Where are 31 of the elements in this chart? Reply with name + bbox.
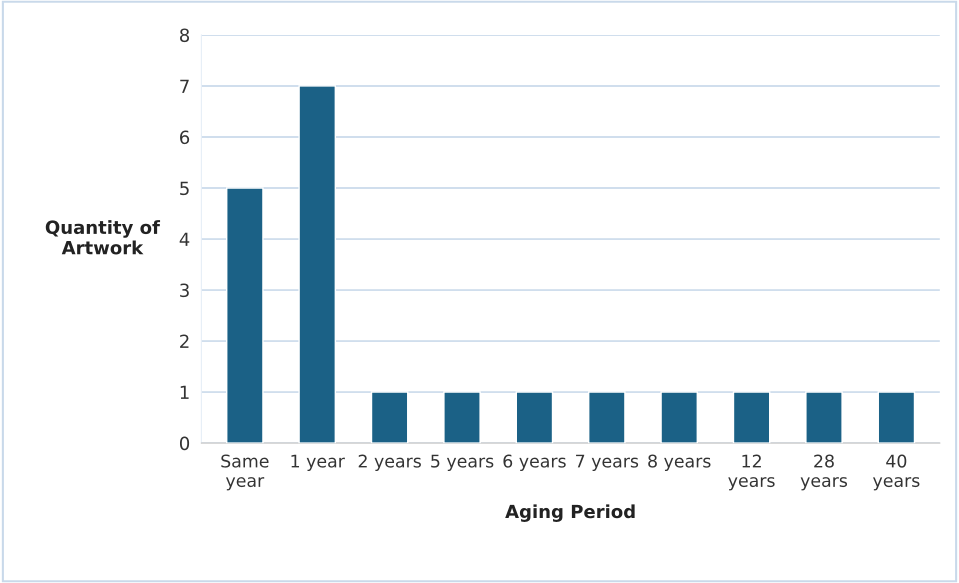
bar (805, 391, 843, 444)
bar (443, 391, 481, 444)
bar (370, 391, 408, 444)
x-tick-label: 28 years (800, 454, 848, 490)
x-tick-label: 40 years (873, 454, 920, 490)
x-tick-label: 7 years (576, 454, 638, 471)
y-tick-label: 2 (180, 334, 188, 348)
x-tick-label: 5 years (431, 454, 494, 471)
x-tick-label: Same year (221, 454, 269, 490)
x-tick-label: 12 years (728, 454, 775, 490)
y-axis-title: Quantity of Artwork (46, 220, 160, 254)
y-tick-label: 5 (180, 182, 189, 196)
x-tick-label: 8 years (648, 454, 711, 471)
bar (732, 391, 770, 444)
y-tick-label: 7 (180, 80, 189, 93)
bar (516, 391, 554, 444)
bar (298, 85, 336, 444)
bar (588, 391, 626, 444)
x-tick-label: 2 years (358, 454, 421, 471)
x-tick-label: 6 years (503, 454, 566, 471)
x-axis-title: Aging Period (505, 504, 635, 522)
y-tick-label: 3 (180, 284, 189, 298)
y-tick-label: 8 (180, 28, 190, 42)
y-tick-label: 0 (180, 436, 190, 450)
bar (878, 391, 916, 444)
y-tick-label: 4 (180, 232, 190, 246)
y-tick-label: 1 (180, 386, 189, 399)
bar (660, 391, 698, 444)
bar (226, 187, 264, 444)
x-tick-label: 1 year (291, 454, 345, 471)
y-tick-label: 6 (180, 130, 190, 144)
